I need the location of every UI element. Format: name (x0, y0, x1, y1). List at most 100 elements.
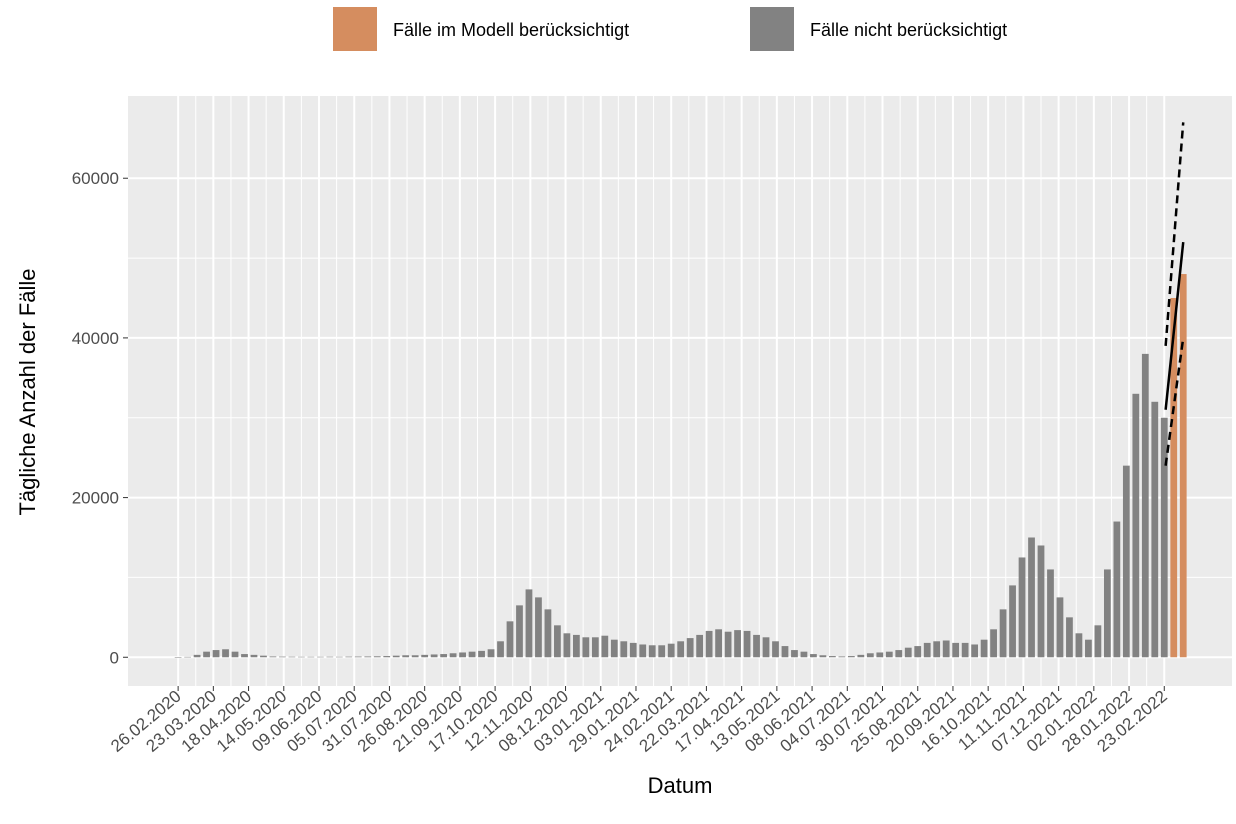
bar (1122, 465, 1130, 658)
bar (345, 656, 353, 658)
bar (753, 634, 760, 658)
bar (686, 638, 694, 658)
bar (819, 655, 827, 658)
bar (430, 654, 438, 658)
legend-label: Fälle nicht berücksichtigt (810, 20, 1007, 40)
bar (980, 639, 988, 658)
bar (1103, 569, 1111, 658)
bar (269, 656, 277, 658)
bar (402, 655, 410, 658)
legend-label: Fälle im Modell berücksichtigt (393, 20, 629, 40)
x-axis-title: Datum (648, 773, 713, 798)
bar (999, 609, 1007, 658)
bar (241, 654, 248, 658)
y-tick-label: 20000 (72, 489, 119, 508)
bar (610, 639, 618, 658)
y-tick-label: 60000 (72, 169, 119, 188)
bar (1047, 569, 1054, 658)
bar (772, 641, 779, 658)
bar (449, 653, 457, 658)
bar (952, 642, 960, 658)
bar (459, 652, 466, 658)
bar (857, 654, 865, 658)
bar (440, 654, 448, 658)
bar (421, 654, 429, 658)
interval-line (1164, 122, 1185, 346)
bar (847, 656, 855, 658)
bar (961, 642, 969, 658)
bar (222, 649, 229, 658)
bar (810, 654, 817, 658)
bar (1132, 393, 1140, 658)
bar (1037, 545, 1045, 658)
bar (800, 651, 808, 658)
bar (184, 656, 191, 658)
bar (762, 637, 770, 658)
bar (648, 645, 656, 658)
bar (582, 637, 590, 658)
fit-line (1164, 241, 1185, 410)
bar (1075, 633, 1083, 658)
bar (1113, 521, 1121, 658)
bar (1151, 401, 1159, 658)
y-tick-label: 0 (110, 648, 119, 667)
bar (554, 625, 561, 658)
bar (658, 645, 666, 658)
bar (629, 642, 637, 658)
bar (591, 637, 599, 658)
bar (572, 634, 580, 658)
bar (990, 629, 997, 658)
bar (705, 630, 713, 658)
bar (487, 649, 495, 658)
bar (734, 630, 741, 658)
bar (1066, 617, 1073, 658)
bar (326, 656, 334, 658)
bar (923, 642, 931, 658)
bar (383, 656, 391, 658)
bar (231, 651, 239, 658)
bar (1056, 597, 1064, 658)
bar (535, 597, 542, 658)
bar (1179, 274, 1187, 658)
legend-key (333, 7, 377, 51)
bar (373, 656, 381, 658)
bar (829, 656, 836, 658)
bar (516, 605, 523, 658)
bar (724, 631, 732, 658)
bar (914, 646, 922, 658)
bar (392, 655, 400, 658)
interval-line (1164, 337, 1185, 466)
bar (298, 656, 305, 658)
bar (677, 641, 685, 658)
y-axis-title: Tägliche Anzahl der Fälle (15, 268, 40, 515)
bar (667, 643, 675, 658)
bar (885, 651, 893, 658)
bar (876, 652, 884, 658)
bar (904, 647, 912, 658)
bar (1009, 585, 1016, 658)
bar (478, 650, 485, 658)
bar (791, 650, 798, 658)
bar (895, 650, 903, 658)
legend-key (750, 7, 794, 51)
bar (838, 656, 846, 658)
bar (288, 656, 296, 658)
bar (212, 650, 220, 658)
bar (506, 621, 514, 658)
bar (307, 656, 315, 658)
bar (468, 651, 476, 658)
bar (563, 633, 571, 658)
bar (696, 634, 704, 658)
bar (250, 654, 258, 658)
bar (620, 641, 628, 658)
bar (1018, 557, 1026, 658)
bar (639, 644, 647, 658)
bar (193, 654, 201, 658)
bar (1160, 417, 1168, 658)
y-tick-label: 40000 (72, 329, 119, 348)
bar (781, 646, 789, 658)
bar (174, 657, 182, 658)
bar (942, 640, 950, 658)
bar (279, 656, 286, 658)
